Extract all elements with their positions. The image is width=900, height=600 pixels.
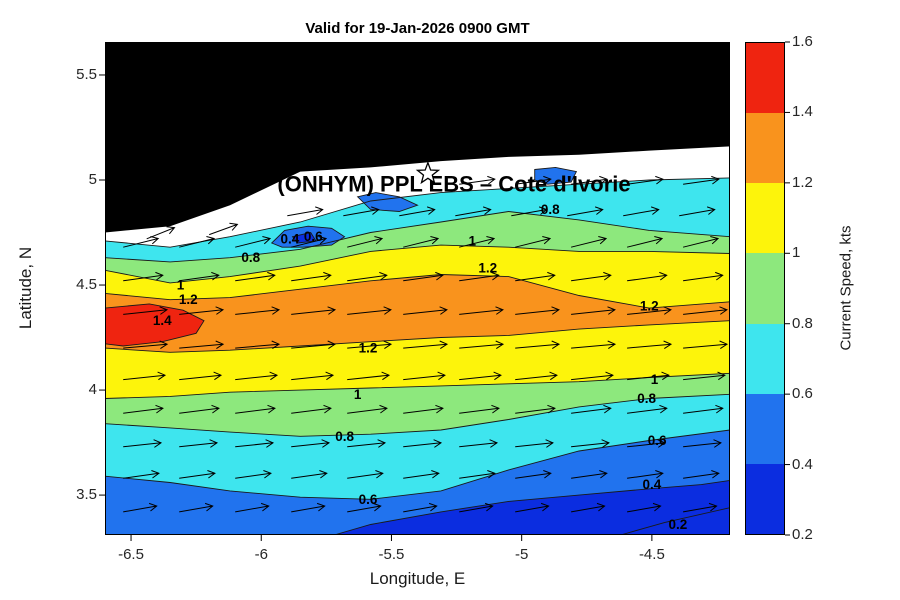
x-tick-label: -4.5 bbox=[638, 546, 665, 563]
contour-label: 1 bbox=[468, 233, 476, 248]
plot-area: (ONHYM) PPL EBS – Cote d'Ivorie 0.8 0.4 0.6… bbox=[105, 42, 730, 535]
y-axis-label: Latitude, N bbox=[16, 246, 35, 330]
contour-line-0-2 bbox=[620, 507, 730, 535]
contour-label: 1.2 bbox=[179, 292, 198, 307]
region-blue-pocket bbox=[356, 192, 419, 212]
x-tick-label: -5.5 bbox=[378, 546, 405, 563]
plot-title: Valid for 19-Jan-2026 0900 GMT bbox=[305, 20, 530, 37]
x-axis-label: Longitude, E bbox=[369, 569, 466, 588]
contour-label: 1.2 bbox=[640, 299, 659, 314]
contour-band bbox=[105, 211, 730, 283]
contour-label: 1.4 bbox=[153, 313, 172, 328]
contour-band bbox=[105, 394, 730, 500]
colorbar-tick-label: 0.2 bbox=[792, 526, 813, 543]
contour-line bbox=[105, 429, 730, 500]
contour-band bbox=[105, 373, 730, 437]
y-tick-label: 5 bbox=[88, 171, 97, 188]
contour-band bbox=[105, 245, 730, 309]
land-region bbox=[105, 42, 730, 233]
y-tick-label: 4 bbox=[88, 381, 97, 399]
colorbar-segment bbox=[746, 323, 784, 394]
colorbar-segment bbox=[746, 113, 784, 184]
colorbar-segment bbox=[746, 463, 784, 534]
y-tick-label: 4.5 bbox=[76, 276, 97, 294]
colorbar-segment bbox=[746, 183, 784, 254]
contour-label: 1.2 bbox=[478, 261, 497, 276]
contour-line bbox=[105, 320, 730, 353]
contour-label: 0.6 bbox=[304, 229, 323, 244]
colorbar-segment bbox=[746, 253, 784, 324]
contour-label: 0.8 bbox=[335, 429, 354, 444]
contour-label: 0.2 bbox=[669, 517, 688, 532]
contour-line bbox=[105, 274, 730, 309]
colorbar-tick-label: 0.6 bbox=[792, 385, 813, 403]
x-tick-label: -6.5 bbox=[118, 546, 144, 563]
quiver-arrows bbox=[123, 175, 729, 513]
colorbar-segment bbox=[746, 43, 784, 114]
region-low-speed bbox=[334, 479, 730, 535]
plot-border bbox=[105, 42, 730, 535]
colorbar-tick-label: 1 bbox=[792, 244, 801, 262]
y-tick-label: 5.5 bbox=[76, 65, 97, 83]
y-tick-label: 3.5 bbox=[76, 486, 97, 504]
contour-label: 1 bbox=[177, 278, 185, 293]
colorbar-tick-label: 1.6 bbox=[792, 33, 813, 50]
colorbar-segment bbox=[746, 393, 784, 464]
overlay-annotation: (ONHYM) PPL EBS – Cote d'Ivorie bbox=[277, 172, 630, 197]
contour-line bbox=[105, 372, 730, 399]
colorbar bbox=[745, 42, 785, 535]
colorbar-tick-label: 0.8 bbox=[792, 314, 813, 332]
colorbar-label: Current Speed, kts bbox=[837, 225, 855, 351]
contour-line bbox=[105, 393, 730, 437]
contour-label: 0.6 bbox=[648, 433, 667, 448]
colorbar-tick-label: 1.2 bbox=[792, 173, 813, 191]
contour-label: 0.8 bbox=[241, 250, 260, 265]
contour-line bbox=[105, 211, 730, 263]
contour-line bbox=[105, 244, 730, 284]
star-marker bbox=[415, 160, 441, 185]
contour-label: 1.2 bbox=[359, 341, 378, 356]
contour-label: 0.4 bbox=[281, 231, 300, 246]
contour-label: 0.8 bbox=[637, 391, 656, 406]
x-tick-label: -6 bbox=[254, 546, 268, 563]
colorbar-tick-label: 1.4 bbox=[792, 103, 813, 121]
contour-label: 1 bbox=[354, 387, 362, 402]
contour-label: 0.4 bbox=[643, 477, 662, 492]
x-tick-label: -5 bbox=[514, 546, 529, 563]
contour-label: 1 bbox=[651, 372, 659, 387]
colorbar-tick-label: 0.4 bbox=[792, 455, 813, 473]
contour-label: 0.6 bbox=[359, 492, 378, 507]
contour-label: 0.8 bbox=[541, 202, 560, 217]
